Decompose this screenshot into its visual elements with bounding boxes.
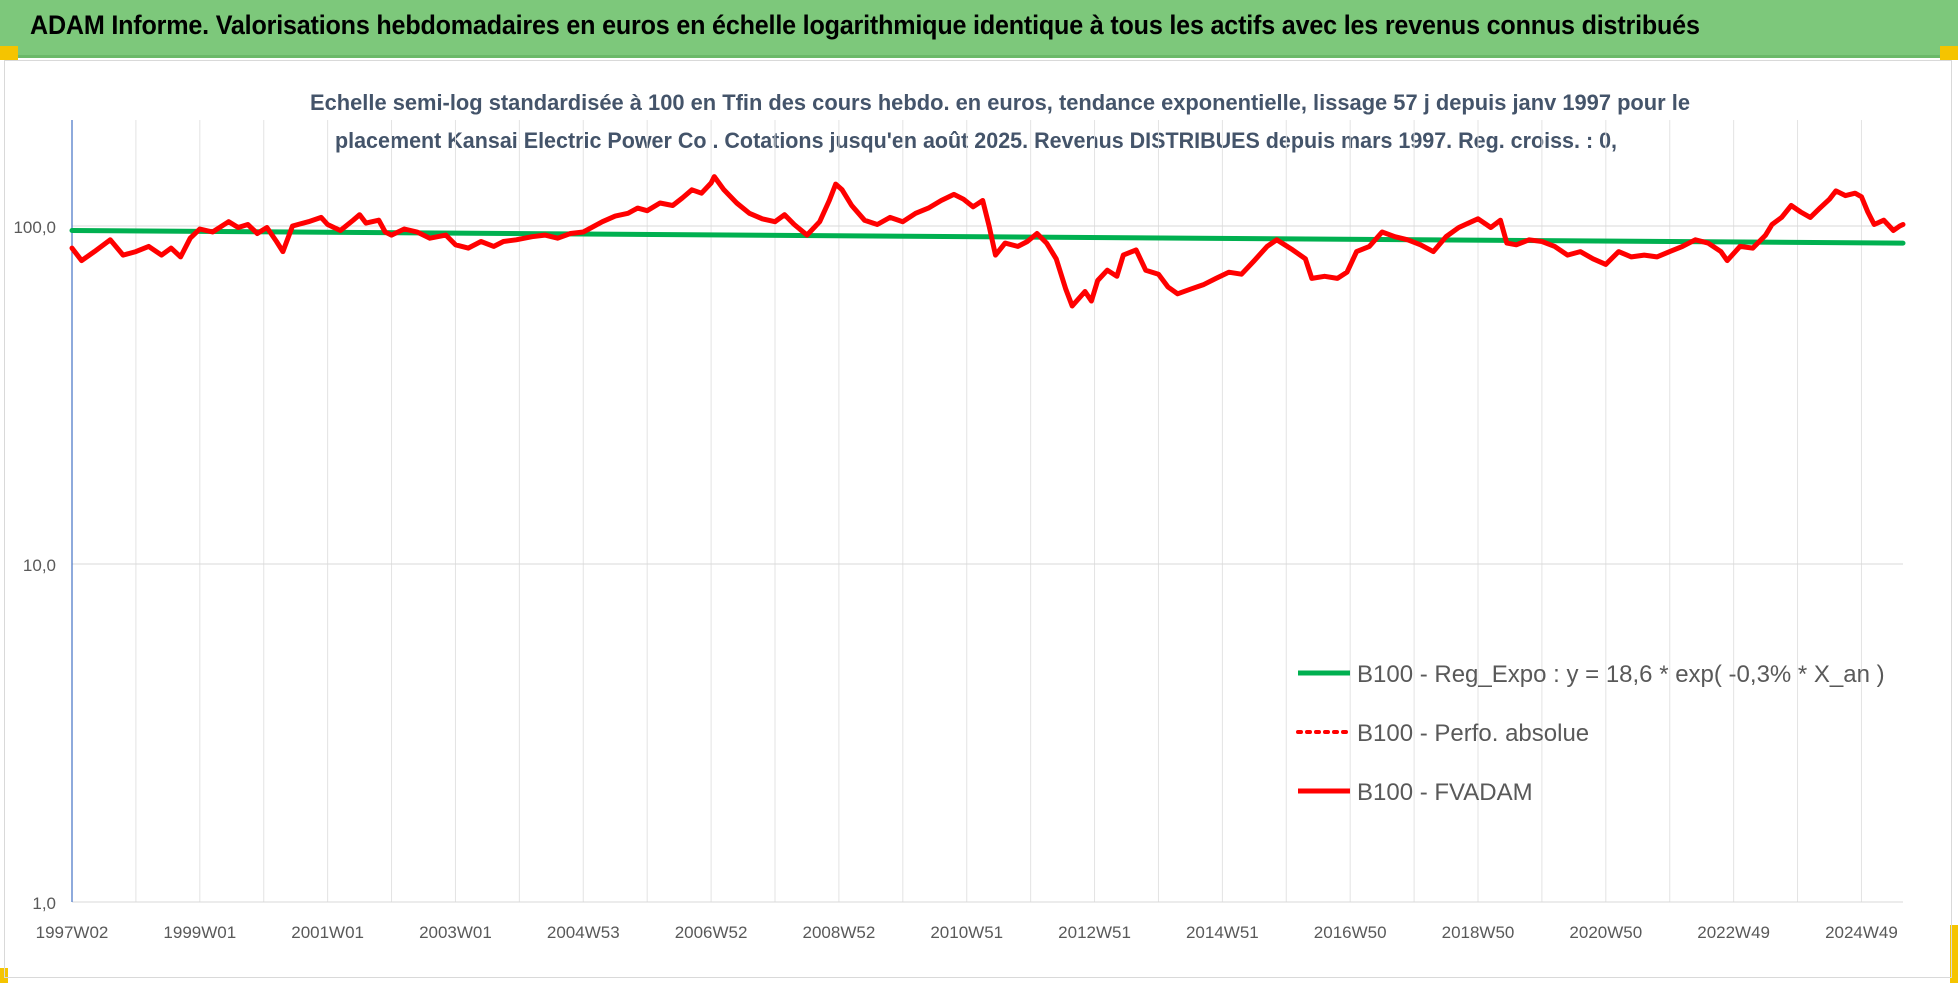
x-tick-label: 2016W50 xyxy=(1314,923,1387,942)
chart-subtitle-line-2: placement Kansai Electric Power Co . Cot… xyxy=(335,128,1617,153)
y-tick-label: 1,0 xyxy=(32,894,56,913)
y-axis: 1,0 10,0 100,0 xyxy=(13,120,73,913)
legend-label: B100 - Perfo. absolue xyxy=(1357,720,1589,747)
legend-label: B100 - Reg_Expo : y = 18,6 * exp( -0,3% … xyxy=(1357,661,1885,688)
y-tick-label: 10,0 xyxy=(23,556,56,575)
corner-accent-top-left xyxy=(0,46,18,60)
grid-lines xyxy=(72,120,1903,903)
series-group xyxy=(69,174,1906,309)
x-tick-label: 2012W51 xyxy=(1058,923,1131,942)
x-tick-label: 2014W51 xyxy=(1186,923,1259,942)
page-title: ADAM Informe. Valorisations hebdomadaire… xyxy=(30,10,1700,40)
legend-label: B100 - FVADAM xyxy=(1357,779,1533,806)
fvadam-line xyxy=(69,174,1906,309)
x-tick-label: 1999W01 xyxy=(163,923,236,942)
header-bar: ADAM Informe. Valorisations hebdomadaire… xyxy=(0,0,1958,58)
chart-subtitle-line-1: Echelle semi-log standardisée à 100 en T… xyxy=(310,90,1690,115)
reg-expo-line xyxy=(69,228,1906,246)
corner-accent-bottom-right xyxy=(1950,925,1958,983)
x-tick-label: 2024W49 xyxy=(1825,923,1898,942)
x-tick-label: 2003W01 xyxy=(419,923,492,942)
legend-item-perfo-absolue: B100 - Perfo. absolue xyxy=(1296,720,1589,747)
legend-item-reg-expo: B100 - Reg_Expo : y = 18,6 * exp( -0,3% … xyxy=(1298,661,1885,688)
legend: B100 - Reg_Expo : y = 18,6 * exp( -0,3% … xyxy=(1296,661,1885,806)
x-tick-label: 2006W52 xyxy=(675,923,748,942)
x-tick-label: 2020W50 xyxy=(1569,923,1642,942)
x-tick-label: 2010W51 xyxy=(930,923,1003,942)
x-tick-label: 2001W01 xyxy=(291,923,364,942)
x-tick-label: 2004W53 xyxy=(547,923,620,942)
legend-item-fvadam: B100 - FVADAM xyxy=(1298,779,1533,806)
x-tick-label: 2022W49 xyxy=(1697,923,1770,942)
chart-frame xyxy=(4,60,1952,978)
x-tick-label: 1997W02 xyxy=(36,923,109,942)
x-tick-label: 2008W52 xyxy=(803,923,876,942)
x-tick-label: 2018W50 xyxy=(1442,923,1515,942)
corner-accent-top-right xyxy=(1940,46,1958,60)
y-tick-label: 100,0 xyxy=(13,218,56,237)
x-axis: 1997W02 1999W01 2001W01 2003W01 2004W53 2006W… xyxy=(36,923,1898,942)
